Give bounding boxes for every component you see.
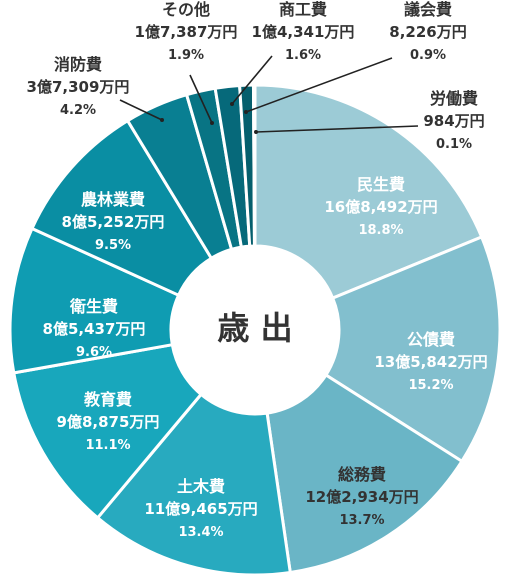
slice-name: 民生費 — [357, 175, 405, 194]
slice-amount: 1億4,341万円 — [252, 23, 355, 41]
slice-name: 公債費 — [407, 330, 455, 349]
slice-percent: 0.1% — [436, 137, 472, 152]
slice-amount: 984万円 — [423, 112, 484, 130]
leader-dot-11 — [254, 130, 258, 134]
slice-label-11: 労働費 984万円 0.1% — [423, 89, 484, 152]
slice-percent: 4.2% — [60, 103, 96, 118]
slice-label-10: 議会費 8,226万円 0.9% — [389, 0, 466, 63]
slice-labels: 民生費 16億8,492万円 18.8% 公債費 13億5,842万円 15.2% 総務費 1… — [27, 0, 488, 540]
slice-label-7: 消防費 3億7,309万円 4.2% — [27, 55, 130, 118]
slice-percent: 18.8% — [358, 223, 403, 238]
slice-name: 教育費 — [84, 390, 132, 409]
slice-percent: 13.4% — [178, 525, 223, 540]
slice-label-2: 総務費 12億2,934万円 13.7% — [305, 465, 418, 528]
leader-line-7 — [119, 99, 163, 121]
slice-1 — [323, 234, 502, 464]
slice-name: 商工費 — [279, 0, 327, 19]
slice-name: 議会費 — [404, 0, 452, 19]
leader-line-10 — [245, 57, 393, 113]
slice-label-8: その他 1億7,387万円 1.9% — [135, 0, 238, 63]
leader-line-8 — [189, 74, 213, 124]
slice-name: 衛生費 — [69, 297, 118, 316]
slice-11 — [251, 83, 257, 248]
slice-percent: 11.1% — [85, 438, 130, 453]
slice-percent: 1.9% — [168, 48, 204, 63]
leader-dot-7 — [160, 118, 164, 122]
slice-label-5: 衛生費 8億5,437万円 9.6% — [43, 297, 146, 360]
slice-percent: 13.7% — [339, 513, 384, 528]
slice-amount: 8億5,252万円 — [62, 213, 165, 231]
slice-5 — [8, 226, 181, 375]
slice-amount: 11億9,465万円 — [144, 500, 257, 518]
leader-line-11 — [255, 125, 419, 133]
leader-dot-8 — [210, 121, 214, 125]
leader-lines — [119, 55, 419, 134]
slice-amount: 16億8,492万円 — [324, 198, 437, 216]
slice-3 — [95, 392, 292, 577]
leader-line-9 — [231, 55, 273, 105]
slice-name: 農林業費 — [81, 190, 145, 209]
center-label: 歳 出 — [217, 309, 292, 347]
slice-label-1: 公債費 13億5,842万円 15.2% — [374, 330, 487, 393]
slice-percent: 9.6% — [76, 345, 112, 360]
donut-slices — [8, 83, 502, 577]
slice-name: 消防費 — [54, 55, 102, 74]
slice-0 — [253, 83, 484, 301]
leader-dot-9 — [230, 102, 234, 106]
slice-label-9: 商工費 1億4,341万円 1.6% — [252, 0, 355, 63]
leader-dot-10 — [244, 110, 248, 114]
slice-amount: 9億8,875万円 — [57, 413, 160, 431]
slice-percent: 1.6% — [285, 48, 321, 63]
slice-label-3: 土木費 11億9,465万円 13.4% — [144, 477, 257, 540]
slice-label-0: 民生費 16億8,492万円 18.8% — [324, 175, 437, 238]
slice-amount: 13億5,842万円 — [374, 353, 487, 371]
slice-percent: 9.5% — [95, 238, 131, 253]
slice-name: 労働費 — [430, 89, 478, 108]
slice-amount: 8,226万円 — [389, 23, 466, 41]
slice-name: 総務費 — [338, 465, 386, 484]
slice-4 — [12, 342, 204, 520]
slice-6 — [30, 118, 214, 298]
slice-label-4: 教育費 9億8,875万円 11.1% — [57, 390, 160, 453]
slice-percent: 15.2% — [408, 378, 453, 393]
slice-name: 土木費 — [177, 477, 225, 496]
slice-amount: 3億7,309万円 — [27, 78, 130, 96]
slice-name: その他 — [162, 0, 210, 19]
slice-2 — [265, 372, 464, 575]
slice-label-6: 農林業費 8億5,252万円 9.5% — [62, 190, 165, 253]
slice-amount: 1億7,387万円 — [135, 23, 238, 41]
slice-amount: 8億5,437万円 — [43, 320, 146, 338]
slice-amount: 12億2,934万円 — [305, 488, 418, 506]
slice-percent: 0.9% — [410, 48, 446, 63]
